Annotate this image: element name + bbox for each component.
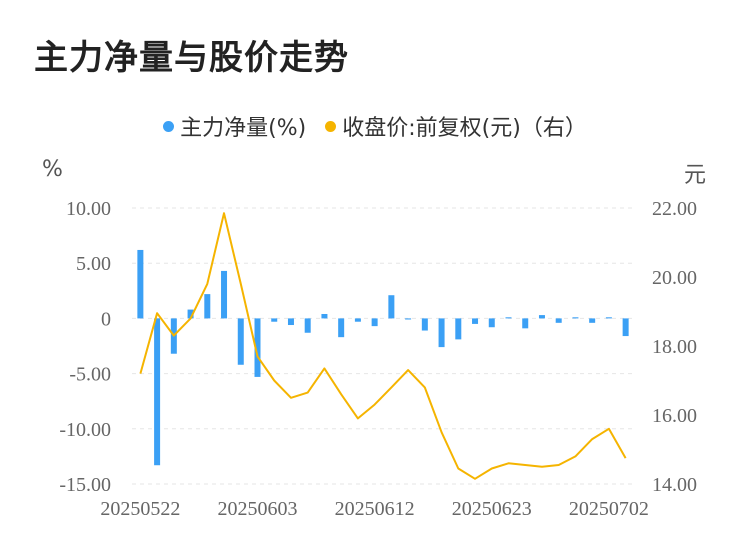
bar	[522, 318, 529, 329]
price-line	[139, 212, 627, 480]
bar	[204, 294, 211, 319]
bar	[137, 249, 144, 319]
bar	[371, 318, 378, 327]
right-tick-label: 14.00	[652, 474, 697, 496]
legend-item-net-volume[interactable]: 主力净量(%)	[163, 110, 306, 142]
bar	[154, 318, 161, 466]
bar	[589, 318, 596, 323]
x-tick-label: 20250603	[218, 498, 298, 520]
bar	[622, 318, 629, 337]
bar	[421, 318, 428, 331]
left-tick-label: 10.00	[66, 198, 111, 220]
bar	[254, 318, 261, 377]
bar	[338, 318, 345, 338]
chart-title: 主力净量与股价走势	[34, 38, 349, 78]
bar	[472, 318, 479, 324]
bar	[572, 317, 579, 319]
legend: 主力净量(%) 收盘价:前复权(元)（右）	[0, 110, 750, 142]
bar	[354, 318, 361, 322]
right-tick-label: 16.00	[652, 405, 697, 427]
bar	[304, 318, 311, 333]
bar	[287, 318, 294, 326]
x-tick-label: 20250522	[100, 498, 180, 520]
bar	[438, 318, 445, 348]
bar	[237, 318, 244, 365]
x-tick-label: 20250612	[335, 498, 415, 520]
left-tick-label: 0	[101, 308, 111, 330]
bar	[271, 318, 278, 322]
legend-dot-line-icon	[325, 120, 337, 132]
bar	[538, 315, 545, 319]
left-tick-label: 5.00	[76, 253, 111, 275]
bar	[221, 270, 228, 319]
left-tick-label: -15.00	[59, 474, 111, 496]
legend-dot-bar-icon	[163, 120, 175, 132]
right-tick-label: 22.00	[652, 198, 697, 220]
bar	[321, 313, 328, 319]
bar	[488, 318, 495, 328]
bar	[187, 309, 194, 319]
x-tick-label: 20250702	[569, 498, 649, 520]
legend-item-close-price[interactable]: 收盘价:前复权(元)（右）	[325, 110, 587, 142]
legend-label-close-price: 收盘价:前复权(元)（右）	[342, 116, 587, 141]
x-tick-label: 20250623	[452, 498, 532, 520]
right-tick-label: 20.00	[652, 267, 697, 289]
bar	[555, 318, 562, 323]
bar	[505, 317, 512, 319]
bar	[388, 295, 395, 319]
bar	[605, 317, 612, 319]
bar	[405, 318, 412, 320]
legend-label-net-volume: 主力净量(%)	[180, 116, 307, 141]
left-tick-label: -5.00	[69, 364, 111, 386]
right-axis-unit: 元	[684, 163, 707, 188]
left-tick-label: -10.00	[59, 419, 111, 441]
bar	[455, 318, 462, 340]
left-axis-unit: %	[42, 157, 63, 182]
right-tick-label: 18.00	[652, 336, 697, 358]
